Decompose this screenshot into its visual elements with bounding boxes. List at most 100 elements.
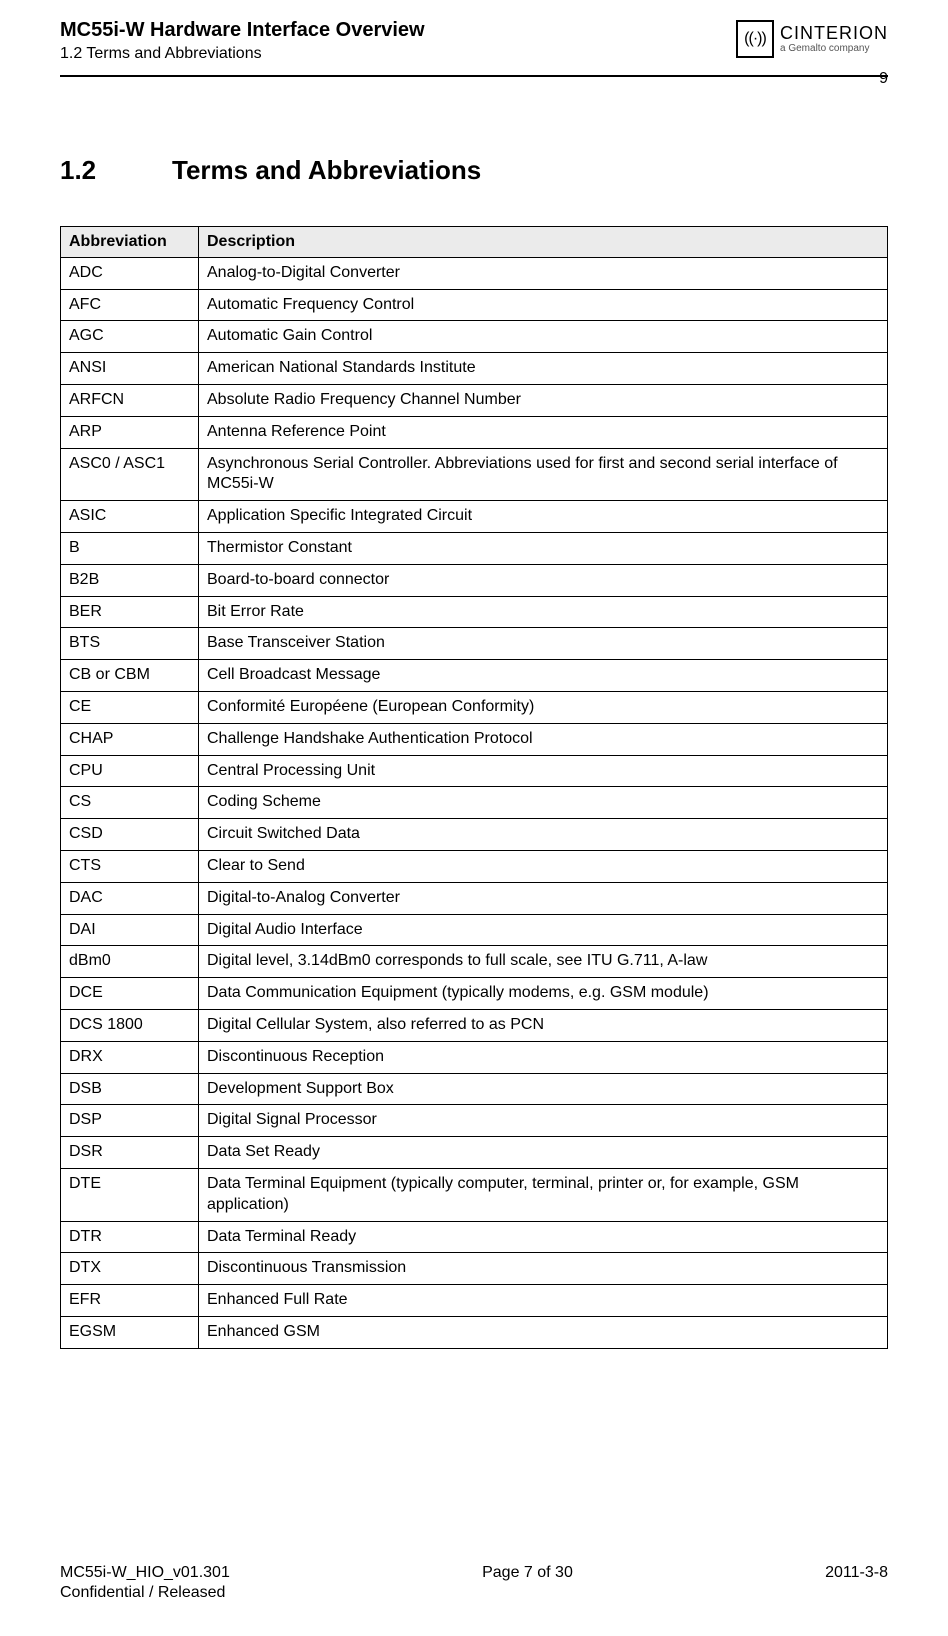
cell-desc: Data Communication Equipment (typically … bbox=[199, 978, 888, 1010]
cell-abbrev: AGC bbox=[61, 321, 199, 353]
table-row: ASICApplication Specific Integrated Circ… bbox=[61, 501, 888, 533]
cell-abbrev: DSR bbox=[61, 1137, 199, 1169]
cell-abbrev: ANSI bbox=[61, 353, 199, 385]
table-row: dBm0Digital level, 3.14dBm0 corresponds … bbox=[61, 946, 888, 978]
cell-abbrev: CTS bbox=[61, 850, 199, 882]
cell-abbrev: EFR bbox=[61, 1285, 199, 1317]
section-title: Terms and Abbreviations bbox=[172, 155, 481, 186]
page-footer: MC55i-W_HIO_v01.301 Page 7 of 30 2011-3-… bbox=[60, 1564, 888, 1602]
cell-abbrev: BER bbox=[61, 596, 199, 628]
cell-desc: Enhanced GSM bbox=[199, 1316, 888, 1348]
col-header-abbrev: Abbreviation bbox=[61, 226, 199, 257]
table-row: B2BBoard-to-board connector bbox=[61, 564, 888, 596]
footer-line-1: MC55i-W_HIO_v01.301 Page 7 of 30 2011-3-… bbox=[60, 1564, 888, 1582]
footer-page-of: Page 7 of 30 bbox=[482, 1564, 573, 1582]
cell-abbrev: DTR bbox=[61, 1221, 199, 1253]
table-row: EGSMEnhanced GSM bbox=[61, 1316, 888, 1348]
table-row: CEConformité Européene (European Conform… bbox=[61, 691, 888, 723]
cell-desc: Digital Audio Interface bbox=[199, 914, 888, 946]
cell-desc: Bit Error Rate bbox=[199, 596, 888, 628]
cell-abbrev: ASIC bbox=[61, 501, 199, 533]
section-heading: 1.2 Terms and Abbreviations bbox=[60, 155, 888, 186]
cell-desc: Discontinuous Reception bbox=[199, 1041, 888, 1073]
cell-desc: Coding Scheme bbox=[199, 787, 888, 819]
table-row: DTRData Terminal Ready bbox=[61, 1221, 888, 1253]
cell-desc: Digital Cellular System, also referred t… bbox=[199, 1009, 888, 1041]
col-header-desc: Description bbox=[199, 226, 888, 257]
cell-abbrev: dBm0 bbox=[61, 946, 199, 978]
cell-abbrev: DSB bbox=[61, 1073, 199, 1105]
cell-desc: Asynchronous Serial Controller. Abbrevia… bbox=[199, 448, 888, 501]
brand-logo: ((·)) CINTERION a Gemalto company bbox=[736, 18, 888, 58]
cell-desc: Data Set Ready bbox=[199, 1137, 888, 1169]
table-row: DTEData Terminal Equipment (typically co… bbox=[61, 1168, 888, 1221]
cell-abbrev: CSD bbox=[61, 819, 199, 851]
table-row: CB or CBMCell Broadcast Message bbox=[61, 660, 888, 692]
cell-desc: Analog-to-Digital Converter bbox=[199, 257, 888, 289]
header-rule bbox=[60, 75, 888, 77]
table-row: DCS 1800Digital Cellular System, also re… bbox=[61, 1009, 888, 1041]
cell-desc: Digital Signal Processor bbox=[199, 1105, 888, 1137]
cell-abbrev: CE bbox=[61, 691, 199, 723]
abbreviations-table: Abbreviation Description ADCAnalog-to-Di… bbox=[60, 226, 888, 1349]
cell-desc: Automatic Frequency Control bbox=[199, 289, 888, 321]
table-row: AFCAutomatic Frequency Control bbox=[61, 289, 888, 321]
doc-subtitle: 1.2 Terms and Abbreviations bbox=[60, 44, 425, 65]
table-row: ADCAnalog-to-Digital Converter bbox=[61, 257, 888, 289]
page-header: MC55i-W Hardware Interface Overview 1.2 … bbox=[60, 0, 888, 65]
table-row: CTSClear to Send bbox=[61, 850, 888, 882]
cell-abbrev: DCS 1800 bbox=[61, 1009, 199, 1041]
doc-title: MC55i-W Hardware Interface Overview bbox=[60, 18, 425, 42]
cell-abbrev: CB or CBM bbox=[61, 660, 199, 692]
table-row: CHAPChallenge Handshake Authentication P… bbox=[61, 723, 888, 755]
section: 1.2 Terms and Abbreviations Abbreviation… bbox=[60, 155, 888, 1349]
cell-desc: Base Transceiver Station bbox=[199, 628, 888, 660]
cell-abbrev: AFC bbox=[61, 289, 199, 321]
footer-doc-id: MC55i-W_HIO_v01.301 bbox=[60, 1564, 230, 1582]
cell-desc: Data Terminal Equipment (typically compu… bbox=[199, 1168, 888, 1221]
page-number-top: 9 bbox=[879, 70, 888, 88]
table-row: CSDCircuit Switched Data bbox=[61, 819, 888, 851]
cell-desc: Cell Broadcast Message bbox=[199, 660, 888, 692]
table-row: DRXDiscontinuous Reception bbox=[61, 1041, 888, 1073]
table-row: ANSIAmerican National Standards Institut… bbox=[61, 353, 888, 385]
cell-desc: Digital level, 3.14dBm0 corresponds to f… bbox=[199, 946, 888, 978]
cell-desc: Automatic Gain Control bbox=[199, 321, 888, 353]
footer-date: 2011-3-8 bbox=[825, 1564, 888, 1582]
table-row: DACDigital-to-Analog Converter bbox=[61, 882, 888, 914]
page: MC55i-W Hardware Interface Overview 1.2 … bbox=[0, 0, 948, 1636]
cell-desc: Challenge Handshake Authentication Proto… bbox=[199, 723, 888, 755]
cell-desc: Application Specific Integrated Circuit bbox=[199, 501, 888, 533]
table-row: DCEData Communication Equipment (typical… bbox=[61, 978, 888, 1010]
cell-abbrev: EGSM bbox=[61, 1316, 199, 1348]
cell-desc: Enhanced Full Rate bbox=[199, 1285, 888, 1317]
cell-abbrev: B2B bbox=[61, 564, 199, 596]
cell-abbrev: B bbox=[61, 532, 199, 564]
cell-abbrev: ASC0 / ASC1 bbox=[61, 448, 199, 501]
cell-desc: Conformité Européene (European Conformit… bbox=[199, 691, 888, 723]
cell-abbrev: CPU bbox=[61, 755, 199, 787]
table-row: ARPAntenna Reference Point bbox=[61, 416, 888, 448]
cell-abbrev: DRX bbox=[61, 1041, 199, 1073]
table-row: CSCoding Scheme bbox=[61, 787, 888, 819]
cell-abbrev: DAC bbox=[61, 882, 199, 914]
table-body: ADCAnalog-to-Digital ConverterAFCAutomat… bbox=[61, 257, 888, 1348]
antenna-icon: ((·)) bbox=[736, 20, 774, 58]
cell-desc: Circuit Switched Data bbox=[199, 819, 888, 851]
table-row: BERBit Error Rate bbox=[61, 596, 888, 628]
table-row: BThermistor Constant bbox=[61, 532, 888, 564]
cell-desc: Board-to-board connector bbox=[199, 564, 888, 596]
cell-desc: Digital-to-Analog Converter bbox=[199, 882, 888, 914]
table-row: DTXDiscontinuous Transmission bbox=[61, 1253, 888, 1285]
cell-abbrev: CHAP bbox=[61, 723, 199, 755]
cell-abbrev: ARP bbox=[61, 416, 199, 448]
logo-main-text: CINTERION bbox=[780, 24, 888, 42]
cell-abbrev: DSP bbox=[61, 1105, 199, 1137]
cell-abbrev: BTS bbox=[61, 628, 199, 660]
footer-confidentiality: Confidential / Released bbox=[60, 1584, 888, 1602]
cell-desc: Development Support Box bbox=[199, 1073, 888, 1105]
cell-desc: Central Processing Unit bbox=[199, 755, 888, 787]
table-row: AGCAutomatic Gain Control bbox=[61, 321, 888, 353]
table-header-row: Abbreviation Description bbox=[61, 226, 888, 257]
table-row: CPUCentral Processing Unit bbox=[61, 755, 888, 787]
